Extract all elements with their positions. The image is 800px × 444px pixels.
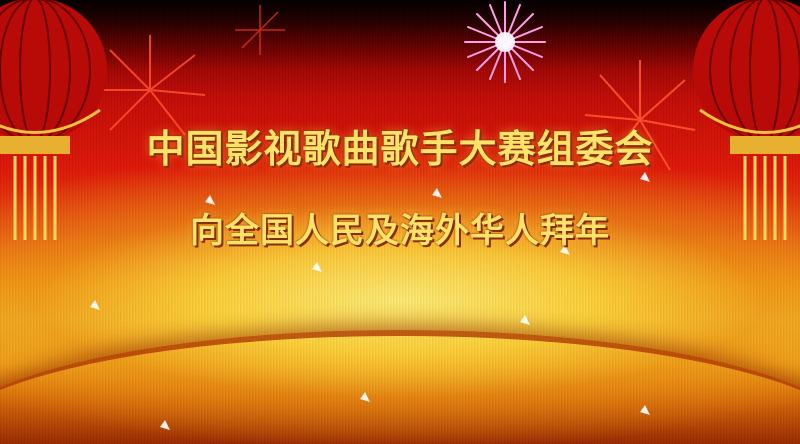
confetti <box>560 245 570 255</box>
confetti <box>640 405 650 415</box>
red-lantern-icon <box>690 0 800 250</box>
confetti <box>90 300 100 310</box>
confetti <box>312 262 322 272</box>
confetti <box>640 172 650 182</box>
confetti <box>160 420 170 430</box>
confetti <box>205 195 215 205</box>
confetti <box>432 188 442 198</box>
banner-subtitle: 向全国人民及海外华人拜年 <box>190 211 610 251</box>
firework-burst-icon <box>95 35 206 136</box>
stage-floor-arc <box>0 330 800 444</box>
firework-burst-icon <box>584 60 696 171</box>
firework-burst-icon <box>235 5 285 55</box>
red-lantern-icon <box>0 0 110 250</box>
confetti <box>520 315 530 325</box>
top-shadow <box>0 0 800 70</box>
firework-burst-icon <box>464 1 546 83</box>
confetti <box>360 392 370 402</box>
banner-title: 中国影视歌曲歌手大赛组委会 <box>146 127 654 171</box>
